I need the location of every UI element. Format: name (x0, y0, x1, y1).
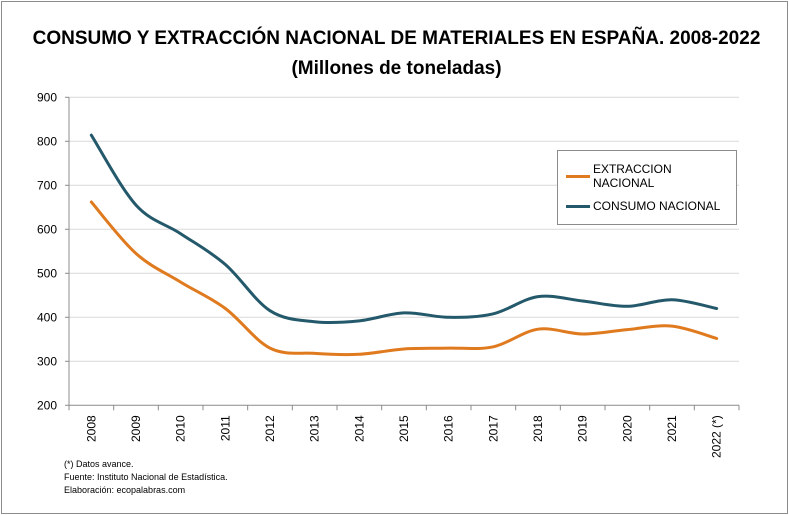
y-tick-label: 200 (37, 398, 57, 412)
x-tick-label: 2015 (397, 415, 411, 442)
x-tick-label: 2017 (486, 415, 500, 442)
x-tick-label: 2022 (*) (710, 415, 724, 458)
x-tick-label: 2019 (576, 415, 590, 442)
note: (*) Datos avance. (64, 459, 134, 469)
series-line-1 (89, 133, 719, 325)
x-tick-label: 2013 (308, 415, 322, 442)
y-tick-label: 500 (37, 266, 57, 280)
x-tick-label: 2014 (352, 415, 366, 442)
x-tick-label: 2021 (665, 415, 679, 442)
y-tick-label: 800 (37, 134, 57, 148)
x-tick-label: 2018 (531, 415, 545, 442)
x-tick-label: 2010 (174, 415, 188, 442)
y-tick-label: 300 (37, 354, 57, 368)
note: Elaboración: ecopalabras.com (64, 485, 186, 495)
note: Fuente: Instituto Nacional de Estadístic… (64, 472, 228, 482)
x-tick-label: 2016 (442, 415, 456, 442)
legend-label: CONSUMO NACIONAL (593, 199, 721, 213)
legend: EXTRACCION NACIONAL CONSUMO NACIONAL (557, 150, 737, 225)
x-tick-label: 2011 (218, 415, 232, 441)
x-tick-label: 2012 (263, 415, 277, 442)
legend-item-extraccion: EXTRACCION NACIONAL (566, 162, 736, 190)
legend-swatch (566, 204, 590, 208)
chart-notes: (*) Datos avance. Fuente: Instituto Naci… (64, 458, 228, 497)
x-tick-label: 2009 (129, 415, 143, 442)
x-tick-label: 2020 (620, 415, 634, 442)
y-tick-label: 600 (37, 222, 57, 236)
y-tick-label: 400 (37, 310, 57, 324)
y-tick-label: 900 (37, 90, 57, 104)
legend-swatch (566, 174, 590, 178)
legend-item-consumo: CONSUMO NACIONAL (566, 199, 720, 213)
y-tick-label: 700 (37, 178, 57, 192)
chart-title: CONSUMO Y EXTRACCIÓN NACIONAL DE MATERIA… (32, 28, 761, 49)
x-tick-label: 2008 (84, 415, 98, 442)
chart-subtitle: (Millones de toneladas) (291, 58, 502, 79)
legend-label: EXTRACCION NACIONAL (592, 162, 672, 190)
